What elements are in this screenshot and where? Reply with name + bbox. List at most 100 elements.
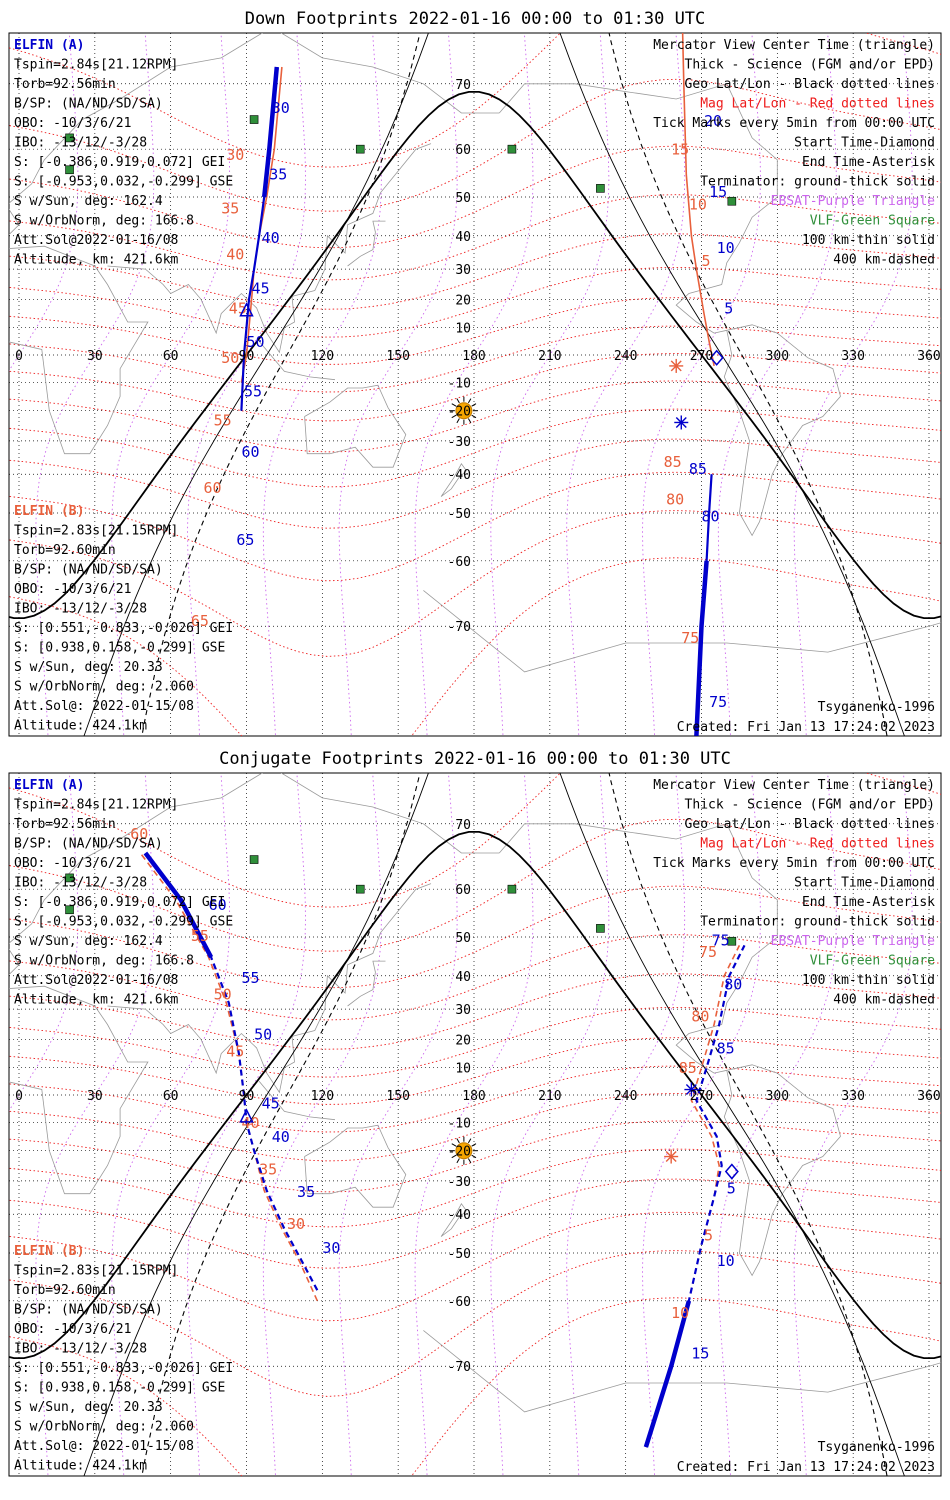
- lat-tick-label: -40: [448, 468, 471, 483]
- lon-tick-label: 180: [462, 349, 485, 364]
- elfin-b-tick-label: 10: [671, 1304, 689, 1322]
- elfin-b-info-line: S: [0.938,0.158,-0.299] GSE: [14, 641, 225, 656]
- map-panel: Conjugate Footprints 2022-01-16 00:00 to…: [8, 749, 942, 1477]
- legend-entry: EBSAT-Purple Triangle: [771, 194, 936, 209]
- elfin-a-tick-label: 10: [717, 239, 735, 257]
- elfin-a-info-line: S: [-0.386,0.919,0.072] GEI: [14, 895, 225, 910]
- elfin-a-tick-label: 60: [209, 896, 227, 914]
- vlf-station-marker: [507, 884, 517, 894]
- legend-entry: VLF-Green Square: [810, 954, 935, 969]
- legend-entry: Terminator: ground-thick solid: [700, 175, 935, 190]
- end-time-asterisk-b: [669, 358, 684, 373]
- mag-longitude-line: [414, 33, 534, 736]
- legend-entry: Terminator: ground-thick solid: [700, 915, 935, 930]
- elfin-b-tick-label: 5: [702, 252, 711, 270]
- elfin-b-tick-label: 75: [681, 629, 699, 647]
- lat-tick-label: 30: [455, 1003, 471, 1018]
- elfin-a-science-segment: [143, 851, 214, 959]
- map-frame: [8, 32, 942, 737]
- sun-ray: [451, 1154, 457, 1159]
- elfin-a-tick-label: 45: [252, 279, 270, 297]
- coastline: [423, 590, 941, 673]
- elfin-a-info-line: S w/OrbNorm, deg: 166.8: [14, 214, 194, 229]
- lon-tick-label: 90: [239, 1089, 255, 1104]
- mag-latitude-line: [9, 408, 941, 488]
- vlf-station-marker: [727, 196, 737, 206]
- elfin-b-tick-label: 80: [666, 491, 684, 509]
- lat-tick-label: 30: [455, 263, 471, 278]
- sun-ray: [456, 418, 460, 424]
- elfin-a-name: ELFIN (A): [14, 778, 84, 793]
- elfin-b-tick-label: 15: [671, 141, 689, 159]
- elfin-b-info-line: Tspin=2.83s[21.15RPM]: [14, 1264, 178, 1279]
- lon-tick-label: 0: [15, 349, 23, 364]
- elfin-b-tick-label: 55: [214, 411, 232, 429]
- lat-tick-label: 70: [455, 78, 471, 93]
- elfin-a-info-line: Tspin=2.84s[21.12RPM]: [14, 58, 178, 73]
- elfin-b-info-line: S: [0.551,-0.833,-0.026] GEI: [14, 1361, 233, 1376]
- legend-entry: End Time-Asterisk: [802, 155, 935, 170]
- mag-longitude-line: [793, 773, 913, 1476]
- lat-tick-label: 50: [455, 191, 471, 206]
- mag-longitude-line: [642, 773, 761, 1476]
- lon-tick-label: 270: [690, 1089, 713, 1104]
- mag-longitude-line: [566, 773, 686, 1476]
- sun-ray: [467, 1138, 472, 1144]
- elfin-a-tick-label: 15: [691, 1344, 709, 1362]
- lat-tick-label: 10: [455, 1062, 471, 1077]
- vlf-station-marker: [65, 165, 74, 175]
- elfin-a-tick-label: 30: [322, 1239, 340, 1257]
- lon-tick-label: 360: [917, 1089, 940, 1104]
- lon-tick-label: 240: [614, 1089, 637, 1104]
- sun-marker: [455, 402, 473, 420]
- elfin-b-tick-label: 60: [204, 479, 222, 497]
- terminator-400km-line: [141, 33, 888, 736]
- legend-entry: Geo Lat/Lon - Black dotted lines: [685, 817, 935, 832]
- lat-tick-label: -30: [448, 435, 471, 450]
- lat-tick-label: 10: [455, 322, 471, 337]
- elfin-b-info-line: Tspin=2.83s[21.15RPM]: [14, 524, 178, 539]
- elfin-b-info-line: S w/OrbNorm, deg: 2.060: [14, 680, 194, 695]
- lon-tick-label: 330: [841, 349, 864, 364]
- lat-tick-label: 60: [455, 883, 471, 898]
- elfin-b-info-line: IBO: -13/12/-3/28: [14, 602, 147, 617]
- elfin-a-info-line: Att.Sol@2022-01-16/08: [14, 973, 178, 988]
- sun-ray: [467, 398, 472, 404]
- elfin-b-tick-label: 55: [191, 927, 209, 945]
- view-center-triangle: [239, 1108, 254, 1123]
- start-time-diamond: [724, 1163, 739, 1180]
- model-label: Tsyganenko-1996: [818, 1440, 935, 1455]
- elfin-a-info-line: S: [-0.953,0.032,-0.299] GSE: [14, 175, 233, 190]
- lon-tick-label: 120: [311, 349, 334, 364]
- mag-latitude-line: [9, 1211, 941, 1322]
- terminator-400km-line: [141, 773, 888, 1476]
- created-label: Created: Fri Jan 13 17:24:02 2023: [677, 1460, 935, 1475]
- vlf-station-marker: [355, 884, 365, 894]
- sun-ray: [451, 1143, 457, 1147]
- elfin-a-tick-label: 80: [724, 976, 742, 994]
- elfin-a-tick-label: 40: [272, 1128, 290, 1146]
- legend-entry: Mag Lat/Lon - Red dotted lines: [700, 97, 935, 112]
- elfin-b-tick-label: 50: [221, 349, 239, 367]
- vlf-station-marker: [596, 184, 605, 193]
- mag-latitude-line: [9, 1178, 941, 1269]
- view-center-triangle: [239, 302, 254, 317]
- lat-tick-label: 70: [455, 818, 471, 833]
- mag-longitude-line: [187, 33, 306, 736]
- elfin-a-tick-label: 55: [241, 969, 259, 987]
- mag-latitude-line: [9, 510, 941, 657]
- chart-title: Conjugate Footprints 2022-01-16 00:00 to…: [219, 749, 731, 769]
- elfin-a-tick-label: 55: [244, 382, 262, 400]
- elfin-a-tick-label: 15: [709, 183, 727, 201]
- elfin-a-tick-label: 10: [717, 1252, 735, 1270]
- lat-tick-label: -20: [448, 1145, 471, 1160]
- lat-tick-label: -50: [448, 1247, 471, 1262]
- mag-latitude-line: [9, 1093, 941, 1162]
- mag-longitude-line: [566, 33, 686, 736]
- elfin-b-tick-label: 35: [259, 1161, 277, 1179]
- mag-longitude-line: [111, 773, 231, 1476]
- elfin-b-name: ELFIN (B): [14, 1244, 84, 1259]
- mag-longitude-line: [111, 33, 231, 736]
- sun-ray: [467, 418, 472, 424]
